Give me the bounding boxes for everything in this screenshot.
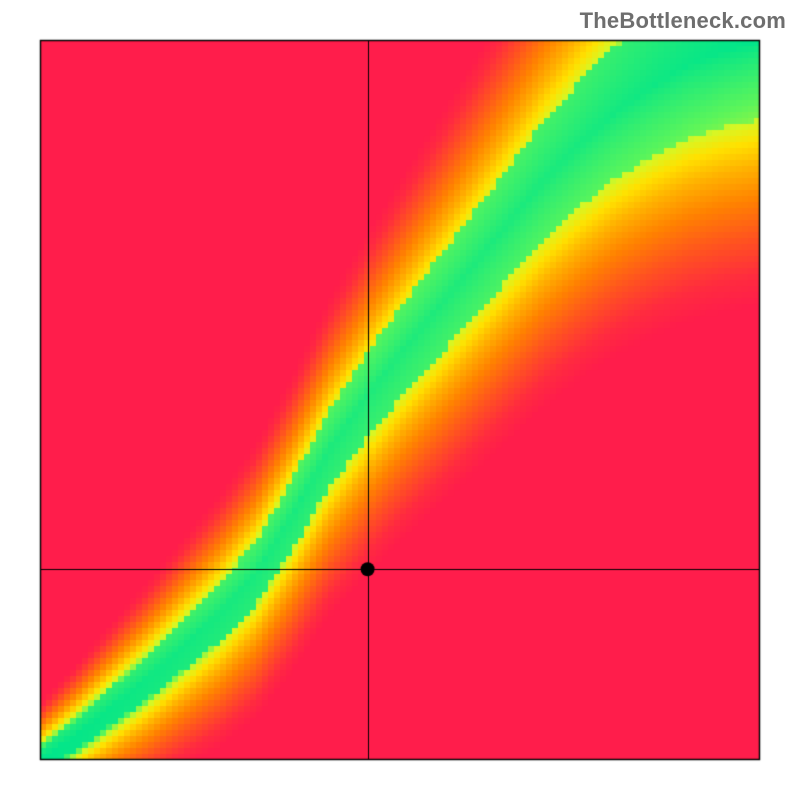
heatmap-canvas bbox=[0, 0, 800, 800]
chart-container: TheBottleneck.com bbox=[0, 0, 800, 800]
watermark-text: TheBottleneck.com bbox=[580, 8, 786, 34]
